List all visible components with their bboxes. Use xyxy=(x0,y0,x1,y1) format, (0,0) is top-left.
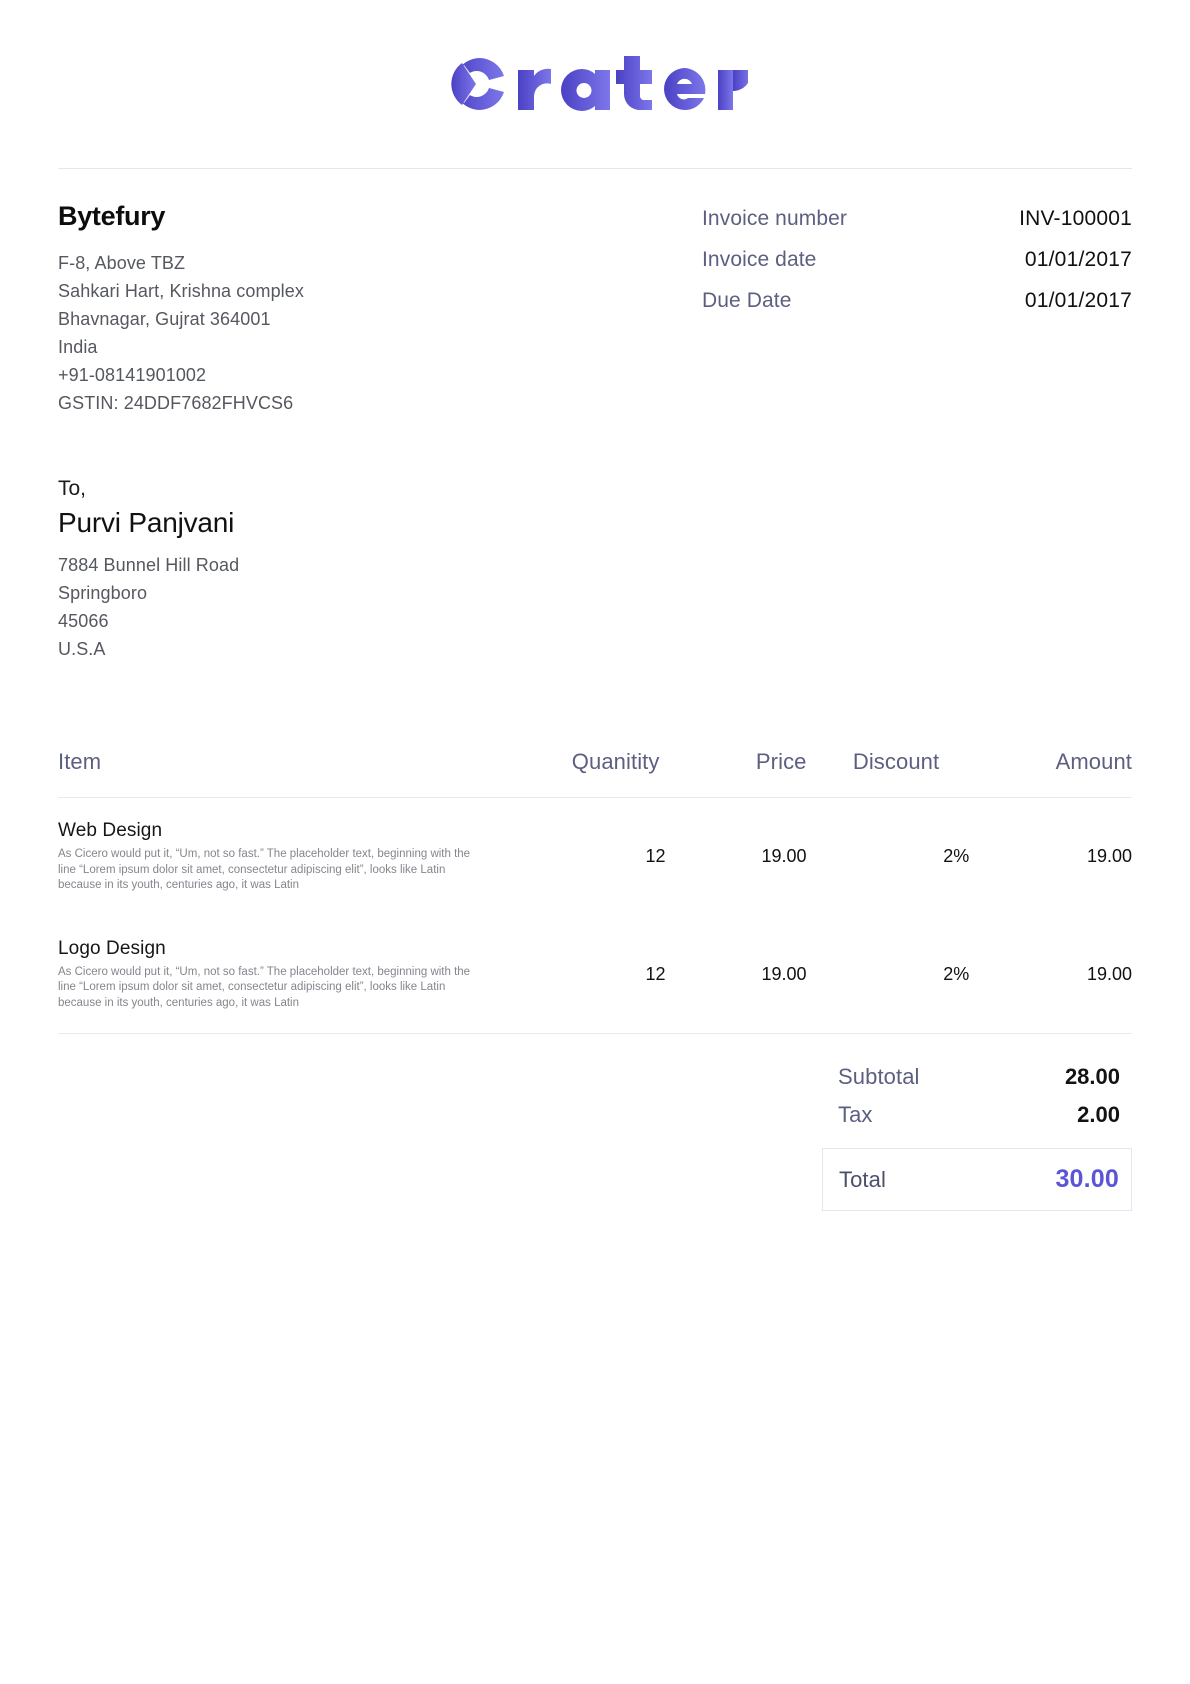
due-date-label: Due Date xyxy=(702,289,792,312)
subtotal-row: Subtotal 28.00 xyxy=(822,1058,1132,1096)
bill-to-name: Purvi Panjvani xyxy=(58,507,235,538)
header-divider xyxy=(58,168,1132,169)
column-header-amount: Amount xyxy=(969,749,1132,798)
bill-to-block: To, Purvi Panjvani 7884 Bunnel Hill Road… xyxy=(58,417,1132,663)
brand-header xyxy=(58,0,1132,168)
invoice-date-value: 01/01/2017 xyxy=(1024,248,1132,271)
total-row: Total 30.00 xyxy=(822,1148,1132,1211)
tax-label: Tax xyxy=(838,1102,873,1127)
sender-company-name: Bytefury xyxy=(58,201,166,231)
total-label: Total xyxy=(839,1167,886,1192)
invoice-header-section: Bytefury F-8, Above TBZ Sahkari Hart, Kr… xyxy=(58,169,1132,417)
bill-to-address-line: U.S.A xyxy=(58,639,106,659)
sender-block: Bytefury F-8, Above TBZ Sahkari Hart, Kr… xyxy=(58,201,528,417)
tax-value: 2.00 xyxy=(1077,1102,1120,1127)
invoice-date-label: Invoice date xyxy=(702,248,817,271)
line-item-name: Web Design xyxy=(58,820,163,841)
total-value: 30.00 xyxy=(1055,1165,1119,1193)
line-item-quantity: 12 xyxy=(645,846,666,867)
column-header-price: Price xyxy=(665,749,807,798)
subtotal-label: Subtotal xyxy=(838,1064,920,1089)
line-item-price: 19.00 xyxy=(761,846,807,867)
bill-to-label: To, xyxy=(58,477,87,500)
line-item-name: Logo Design xyxy=(58,937,166,959)
bill-to-address-line: 45066 xyxy=(58,611,109,631)
sender-phone: +91-08141901002 xyxy=(58,365,207,385)
totals-block: Subtotal 28.00 Tax 2.00 Total 30.00 xyxy=(822,1058,1132,1211)
line-items-table: Item Quanitity Price Discount Amount Web… xyxy=(58,749,1132,1034)
invoice-date-row: Invoice date 01/01/2017 xyxy=(702,248,1132,272)
line-item-description-cell: Logo Design As Cicero would put it, “Um,… xyxy=(58,915,525,1034)
line-item-quantity: 12 xyxy=(524,915,666,1034)
bill-to-address-line: 7884 Bunnel Hill Road xyxy=(58,555,240,575)
line-item-description-cell: Web Design As Cicero would put it, “Um, … xyxy=(58,798,524,916)
column-header-discount: Discount xyxy=(806,749,970,798)
invoice-meta-block: Invoice number INV-100001 Invoice date 0… xyxy=(702,201,1132,330)
line-item-amount: 19.00 xyxy=(1086,846,1132,867)
due-date-value: 01/01/2017 xyxy=(1024,289,1132,312)
column-header-item: Item xyxy=(58,749,525,798)
line-item-discount: 2% xyxy=(806,915,970,1034)
totals-section: Subtotal 28.00 Tax 2.00 Total 30.00 xyxy=(58,1058,1132,1211)
line-item-price: 19.00 xyxy=(665,915,807,1034)
sender-gstin: GSTIN: 24DDF7682FHVCS6 xyxy=(58,393,294,413)
table-header-row: Item Quanitity Price Discount Amount xyxy=(58,749,1132,798)
sender-address-line: F-8, Above TBZ xyxy=(58,253,186,273)
line-item-description: As Cicero would put it, “Um, not so fast… xyxy=(58,965,471,1009)
sender-address-line: Bhavnagar, Gujrat 364001 xyxy=(58,309,271,329)
table-row: Web Design As Cicero would put it, “Um, … xyxy=(58,798,1132,916)
subtotal-value: 28.00 xyxy=(1064,1064,1120,1089)
bill-to-address-line: Springboro xyxy=(58,583,148,603)
sender-address-line: Sahkari Hart, Krishna complex xyxy=(58,281,304,301)
column-header-quantity: Quanitity xyxy=(524,749,666,798)
line-item-amount: 19.00 xyxy=(969,915,1132,1034)
line-item-discount: 2% xyxy=(943,846,970,867)
invoice-number-label: Invoice number xyxy=(702,207,847,230)
crater-logo xyxy=(442,49,748,119)
tax-row: Tax 2.00 xyxy=(822,1096,1132,1134)
invoice-number-row: Invoice number INV-100001 xyxy=(702,207,1132,231)
sender-address-line: India xyxy=(58,337,98,357)
due-date-row: Due Date 01/01/2017 xyxy=(702,289,1132,313)
line-item-description: As Cicero would put it, “Um, not so fast… xyxy=(58,848,471,891)
invoice-number-value: INV-100001 xyxy=(1019,207,1132,230)
line-items-header: Item Quanitity Price Discount Amount xyxy=(58,749,1132,798)
table-row: Logo Design As Cicero would put it, “Um,… xyxy=(58,915,1132,1034)
line-items-body: Web Design As Cicero would put it, “Um, … xyxy=(58,798,1132,1034)
